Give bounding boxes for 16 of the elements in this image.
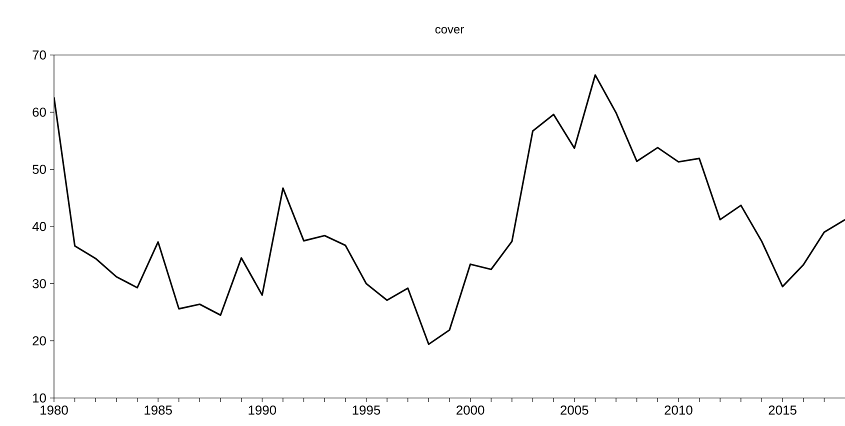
y-tick-label: 20 [32,336,46,346]
x-tick-label: 2000 [456,406,484,415]
y-tick-label: 40 [32,222,46,232]
chart-title: cover [435,26,464,34]
x-tick-label: 2015 [768,406,796,415]
x-tick-label: 1985 [144,406,172,415]
y-tick-label: 70 [32,50,46,60]
x-tick-label: 1995 [352,406,380,415]
y-tick-label: 50 [32,164,46,174]
x-tick-label: 2010 [664,406,692,415]
x-tick-label: 1980 [40,406,68,415]
y-tick-label: 30 [32,279,46,288]
y-tick-label: 10 [33,393,46,403]
x-tick-label: 1990 [248,406,276,415]
y-tick-label: 60 [32,108,46,117]
x-tick-label: 2005 [560,406,588,415]
